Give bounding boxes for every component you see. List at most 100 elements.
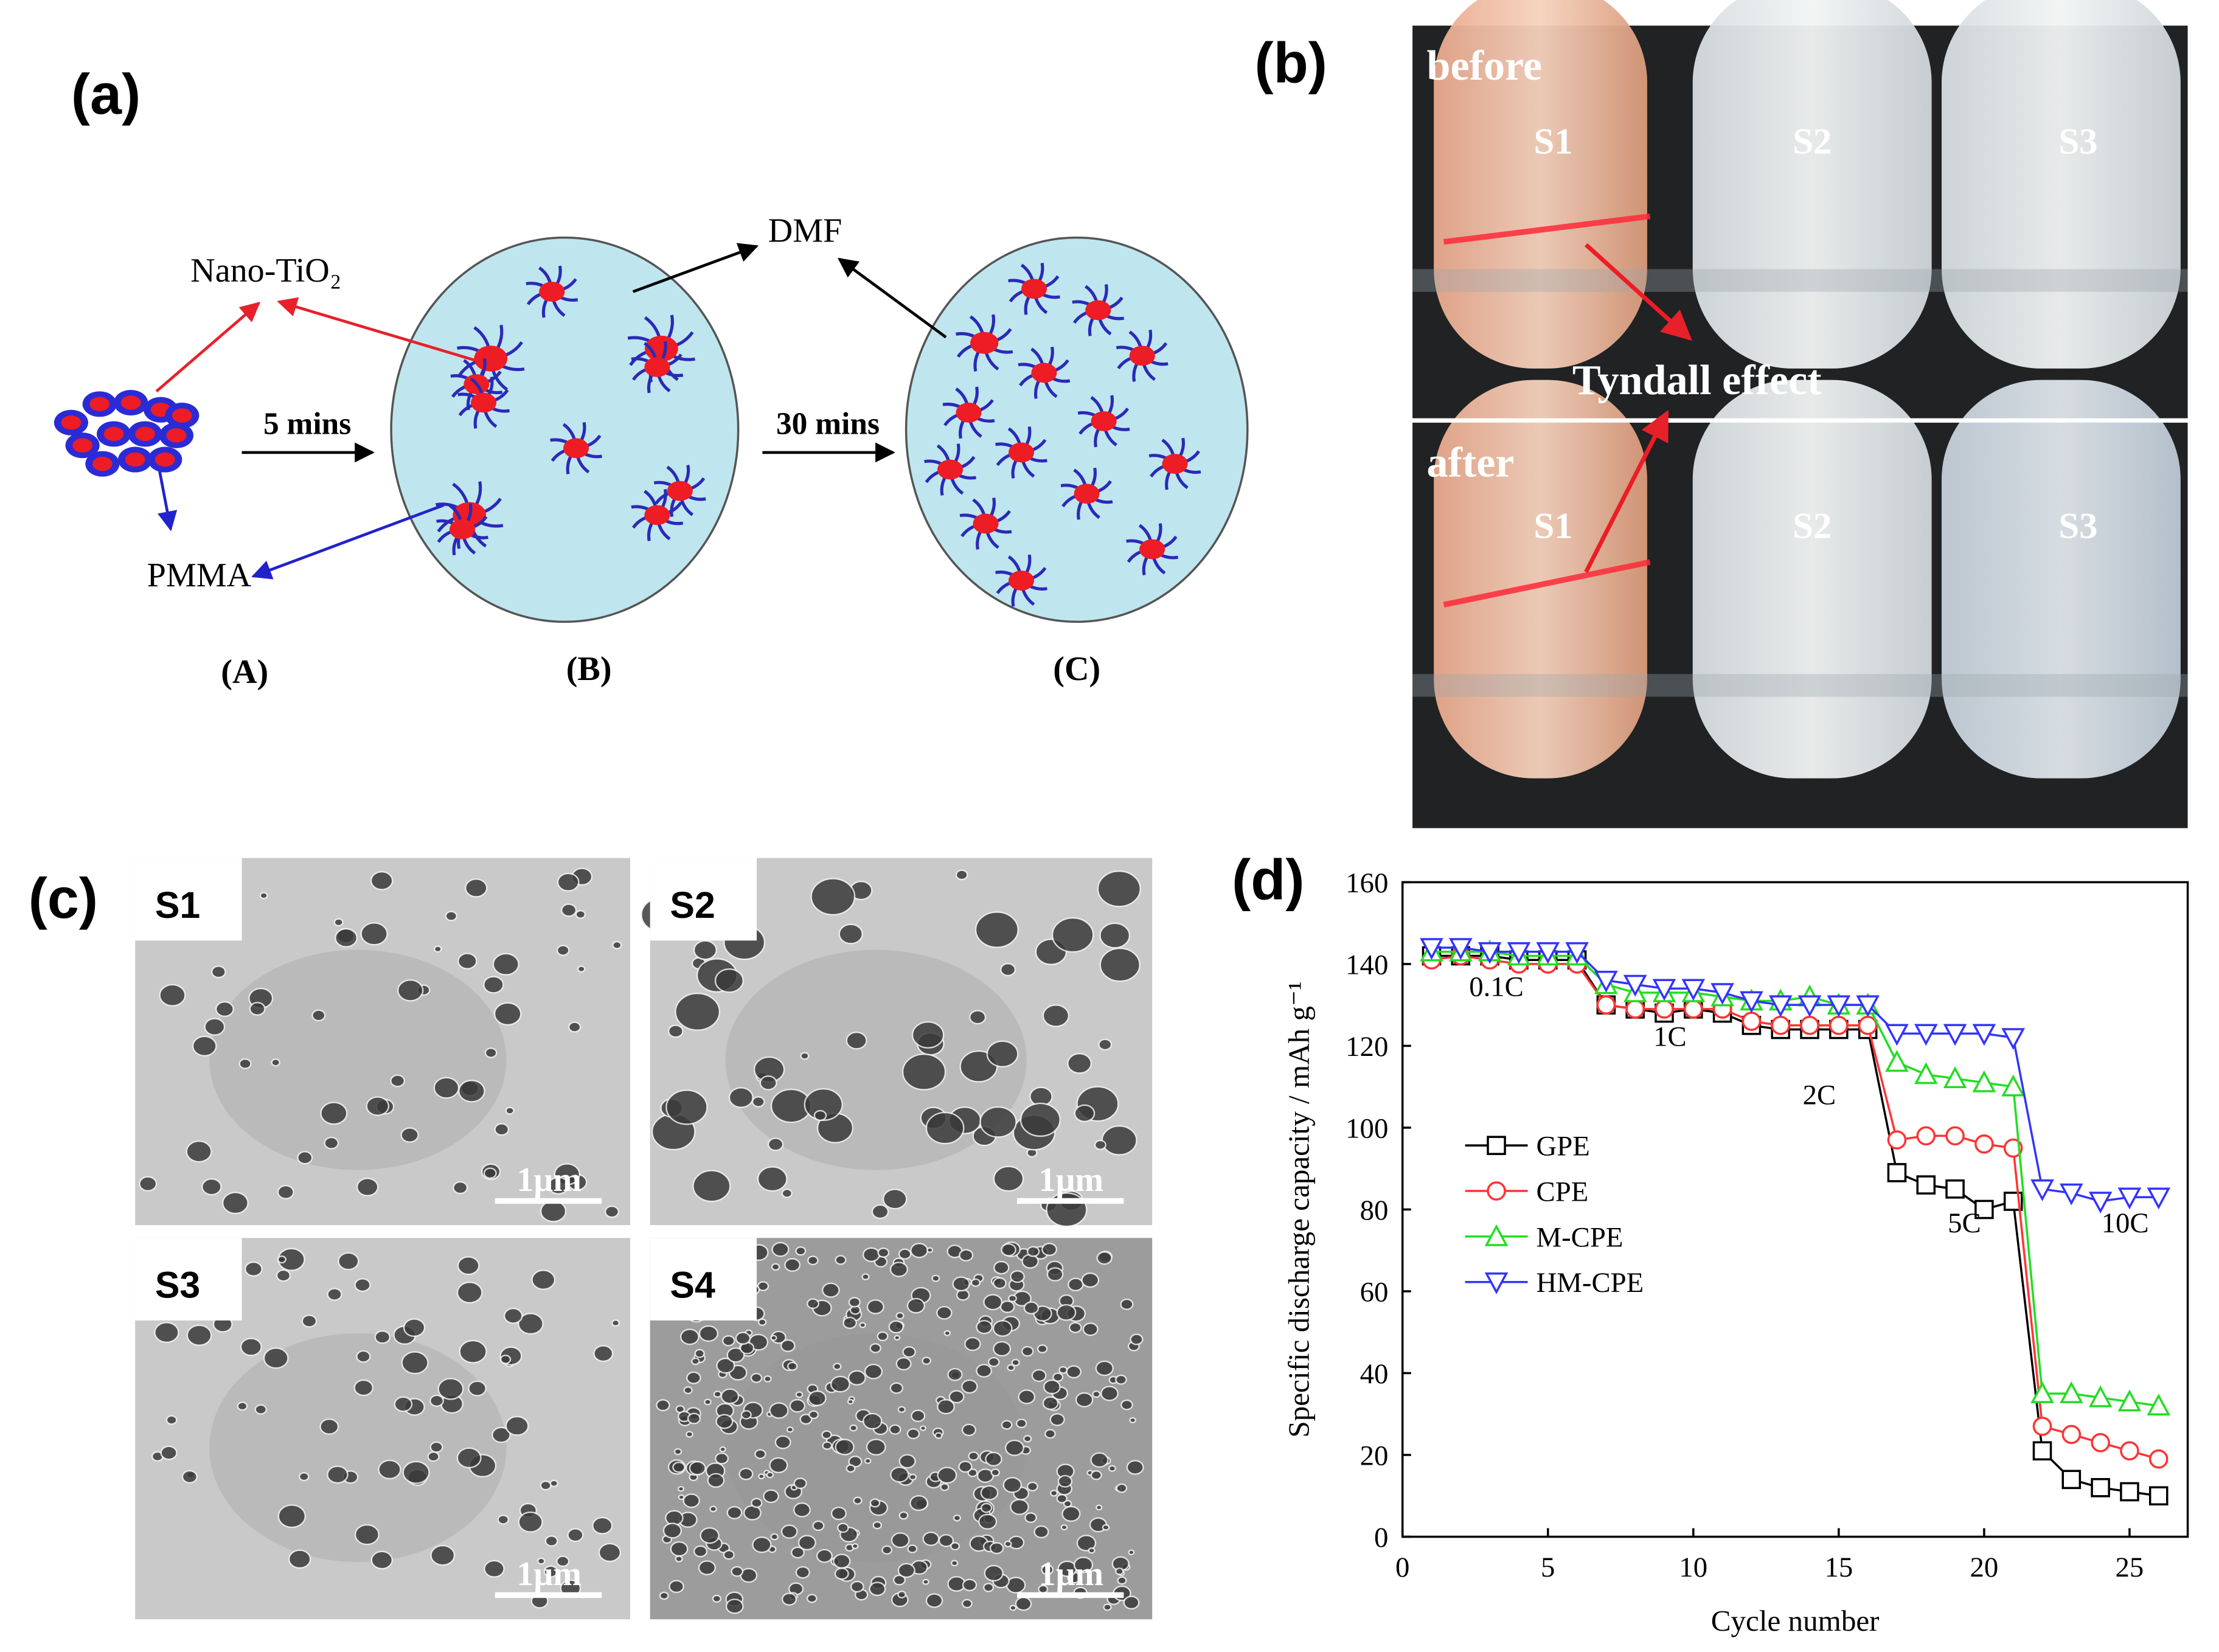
pore: [493, 1002, 522, 1026]
pore: [277, 1255, 286, 1264]
pore: [672, 1462, 686, 1473]
y-tick-label: 120: [1346, 1031, 1388, 1063]
rack: [1412, 269, 2188, 292]
pore: [1088, 1547, 1096, 1554]
pore: [931, 1274, 940, 1282]
pore: [492, 953, 519, 976]
arrow: [838, 257, 947, 339]
pore: [1033, 1525, 1049, 1539]
marker: [1565, 942, 1589, 964]
photo-label: before: [1426, 42, 1542, 89]
marker: [2117, 1187, 2142, 1210]
pore: [990, 1468, 1001, 1477]
pore: [723, 1550, 735, 1560]
pore: [456, 1447, 482, 1469]
pore: [1115, 1567, 1124, 1575]
pore: [693, 1545, 708, 1558]
x-axis-label: Cycle number: [1711, 1604, 1880, 1637]
pore: [813, 1109, 827, 1122]
particle-core: [1091, 411, 1117, 431]
label-step: 5 mins: [263, 406, 351, 441]
pore: [215, 1001, 234, 1018]
pore: [1108, 1465, 1116, 1472]
pore: [849, 1424, 858, 1432]
nanoparticle-core: [61, 415, 82, 430]
pore: [210, 965, 226, 979]
pore: [1009, 1605, 1017, 1611]
label-box: [650, 1238, 757, 1321]
pore: [1116, 1483, 1128, 1493]
pore: [715, 1414, 734, 1429]
particle-core: [937, 459, 964, 480]
pore: [374, 1330, 391, 1344]
marker: [1887, 1163, 1907, 1182]
pore: [902, 1346, 916, 1358]
image-label: S3: [155, 1264, 200, 1305]
pore: [850, 1580, 864, 1593]
pore: [1069, 1322, 1082, 1333]
sample-label: S1: [1533, 505, 1572, 546]
marker: [2060, 1381, 2083, 1403]
pore: [770, 1334, 777, 1341]
pore: [1023, 1301, 1040, 1315]
pore: [769, 1457, 788, 1474]
pore: [335, 928, 358, 948]
marker: [1885, 1050, 1909, 1072]
pore: [1041, 1564, 1054, 1575]
pore: [1074, 1104, 1096, 1123]
scale-label: 1μm: [1039, 1555, 1104, 1593]
nanoparticle-core: [103, 426, 124, 442]
pore: [943, 1330, 951, 1336]
pore: [704, 1398, 712, 1406]
pore: [662, 1522, 682, 1539]
nanoparticle-core: [120, 395, 141, 410]
pore: [993, 1341, 1012, 1357]
pore: [846, 1031, 867, 1050]
pore: [598, 1543, 622, 1563]
pore: [822, 1282, 840, 1298]
pore: [866, 1439, 886, 1456]
pore: [201, 1178, 222, 1196]
marker: [2061, 1425, 2082, 1445]
pore: [726, 1505, 743, 1519]
pore: [985, 1451, 1002, 1466]
y-tick-label: 100: [1346, 1112, 1388, 1144]
x-tick-label: 15: [1824, 1552, 1853, 1583]
pore: [1021, 1345, 1034, 1357]
pore: [714, 968, 744, 993]
pore: [518, 1511, 543, 1533]
pore: [830, 1375, 850, 1393]
marker: [1829, 1016, 1849, 1035]
marker: [2147, 1393, 2171, 1416]
pore: [484, 1560, 505, 1578]
pore: [993, 1277, 1007, 1289]
marker: [1916, 1126, 1936, 1146]
y-axis-label: Specific discharge capacity / mAh g⁻¹: [1282, 981, 1315, 1437]
rack: [1412, 674, 2188, 697]
pore: [159, 984, 186, 1007]
pore: [1019, 1102, 1061, 1137]
pore: [920, 1425, 926, 1431]
marker: [2088, 1192, 2113, 1214]
marker: [1771, 1016, 1791, 1035]
pore: [752, 1536, 772, 1553]
pore: [979, 1106, 1017, 1138]
pore: [961, 1423, 977, 1437]
marker: [1768, 995, 1793, 1018]
pore: [897, 1591, 907, 1598]
marker: [2001, 1074, 2026, 1097]
marker: [1740, 991, 1763, 1013]
marker: [2061, 1470, 2082, 1490]
pore: [561, 903, 577, 917]
label-pmma: PMMA: [147, 557, 252, 594]
pore: [543, 1565, 558, 1578]
marker: [1827, 995, 1851, 1018]
panel-label: (a): [71, 62, 141, 126]
pore: [716, 1358, 735, 1374]
pore: [1102, 1524, 1110, 1531]
pore: [1130, 1333, 1144, 1345]
pore: [780, 1524, 798, 1539]
particle-core: [973, 513, 999, 534]
pore: [397, 979, 424, 1002]
